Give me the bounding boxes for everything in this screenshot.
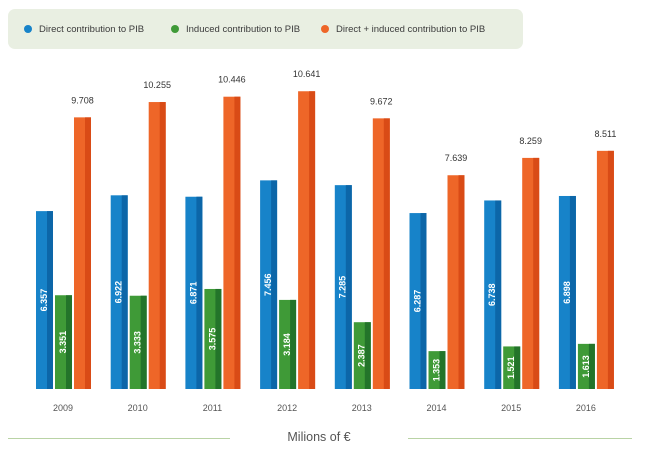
x-axis-unit-label: Milions of € xyxy=(287,430,351,444)
bar-shade-1-2016 xyxy=(588,343,595,389)
x-tick-label-2012: 2012 xyxy=(277,403,297,413)
bar-shade-1-2010 xyxy=(140,295,147,389)
value-label-direct-2013: 7.285 xyxy=(338,276,348,299)
value-label-induced-2015: 1.521 xyxy=(506,356,516,379)
legend-dot-total xyxy=(321,25,329,33)
value-label-total-2012: 10.641 xyxy=(293,69,321,79)
value-label-induced-2014: 1.353 xyxy=(431,359,441,382)
value-label-direct-2012: 7.456 xyxy=(263,273,273,296)
bar-shade-1-2013 xyxy=(364,322,371,389)
value-label-induced-2010: 3.333 xyxy=(133,331,143,354)
footer-rule-right xyxy=(408,438,632,439)
value-label-total-2016: 8.511 xyxy=(594,129,616,139)
bar-shade-0-2012 xyxy=(271,180,278,389)
bar-shade-0-2015 xyxy=(495,200,502,389)
value-label-total-2009: 9.708 xyxy=(71,95,94,105)
value-label-total-2014: 7.639 xyxy=(445,153,468,163)
x-tick-label-2013: 2013 xyxy=(352,403,372,413)
value-label-induced-2013: 2.387 xyxy=(357,344,367,367)
bar-shade-1-2012 xyxy=(290,299,297,389)
chart-legend: Direct contribution to PIB Induced contr… xyxy=(8,9,523,49)
x-tick-label-2009: 2009 xyxy=(53,403,73,413)
value-label-induced-2012: 3.184 xyxy=(282,333,292,356)
legend-dot-direct xyxy=(24,25,32,33)
x-tick-label-2016: 2016 xyxy=(576,403,596,413)
bar-shade-1-2014 xyxy=(439,351,446,389)
legend-item-total: Direct + induced contribution to PIB xyxy=(321,22,485,36)
bar-shade-2-2009 xyxy=(85,117,91,389)
bar-shade-0-2013 xyxy=(345,185,352,389)
bar-shade-0-2016 xyxy=(569,195,576,389)
legend-item-direct: Direct contribution to PIB xyxy=(24,22,144,36)
legend-label-direct: Direct contribution to PIB xyxy=(39,23,145,35)
value-label-direct-2015: 6.738 xyxy=(487,283,497,306)
bar-shade-2-2013 xyxy=(383,118,390,390)
bar-shade-1-2009 xyxy=(66,295,72,389)
value-label-total-2015: 8.259 xyxy=(519,136,542,146)
bar-shade-0-2010 xyxy=(121,195,128,389)
value-label-direct-2010: 6.922 xyxy=(114,281,124,304)
x-tick-label-2010: 2010 xyxy=(128,403,148,413)
legend-label-induced: Induced contribution to PIB xyxy=(186,23,301,35)
bar-shade-2-2015 xyxy=(533,157,540,389)
value-label-induced-2009: 3.351 xyxy=(58,331,68,354)
value-label-direct-2011: 6.871 xyxy=(188,282,198,305)
legend-label-total: Direct + induced contribution to PIB xyxy=(336,23,486,35)
bar-shade-2-2016 xyxy=(607,150,614,389)
value-label-induced-2011: 3.575 xyxy=(207,328,217,351)
x-tick-label-2014: 2014 xyxy=(426,403,446,413)
bar-shade-2-2012 xyxy=(309,91,316,389)
value-label-total-2010: 10.255 xyxy=(143,80,171,90)
bar-shade-2-2014 xyxy=(458,175,465,389)
value-label-induced-2016: 1.613 xyxy=(581,355,591,378)
bar-shade-0-2014 xyxy=(420,213,427,389)
legend-dot-induced xyxy=(171,25,179,33)
legend-item-induced: Induced contribution to PIB xyxy=(171,22,300,36)
x-tick-label-2015: 2015 xyxy=(501,403,521,413)
value-label-direct-2009: 6.357 xyxy=(39,289,49,312)
value-label-total-2013: 9.672 xyxy=(370,96,393,106)
bar-shade-0-2009 xyxy=(47,211,53,389)
x-tick-label-2011: 2011 xyxy=(203,403,222,413)
bar-shade-2-2010 xyxy=(159,102,166,390)
bar-shade-1-2011 xyxy=(215,288,222,389)
value-label-direct-2016: 6.898 xyxy=(562,281,572,304)
bar-shade-0-2011 xyxy=(196,196,203,389)
value-label-total-2011: 10.446 xyxy=(218,75,246,85)
footer-rule-left xyxy=(8,438,230,439)
bar-shade-1-2015 xyxy=(514,346,521,389)
bar-shade-2-2011 xyxy=(234,96,241,389)
value-label-direct-2014: 6.287 xyxy=(412,290,422,313)
